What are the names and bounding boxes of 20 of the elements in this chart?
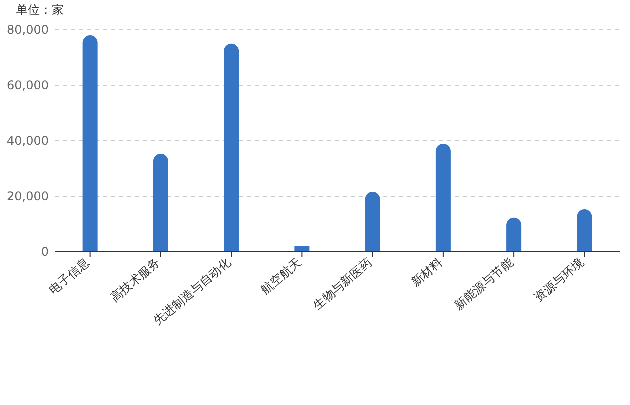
x-tick-label: 新材料 <box>408 256 446 290</box>
y-tick-label: 60,000 <box>7 78 49 92</box>
y-tick-label: 40,000 <box>7 134 49 148</box>
bar <box>436 144 451 252</box>
x-tick-label: 航空航天 <box>258 256 304 298</box>
y-tick-label: 0 <box>41 245 49 259</box>
bar <box>153 154 168 252</box>
y-axis-title: 单位：家 <box>16 3 64 17</box>
bar <box>365 192 380 252</box>
x-tick-label: 电子信息 <box>46 256 92 298</box>
x-tick-label: 生物与新医药 <box>310 256 375 313</box>
x-tick-label: 新能源与节能 <box>452 256 516 313</box>
x-tick-label: 资源与环境 <box>532 256 587 305</box>
bar <box>506 218 522 252</box>
bar <box>82 36 98 252</box>
bar <box>224 44 240 252</box>
x-tick-label: 高技术服务 <box>108 256 163 305</box>
y-tick-label: 80,000 <box>7 23 49 37</box>
y-tick-label: 20,000 <box>7 190 49 204</box>
bar <box>577 210 592 252</box>
